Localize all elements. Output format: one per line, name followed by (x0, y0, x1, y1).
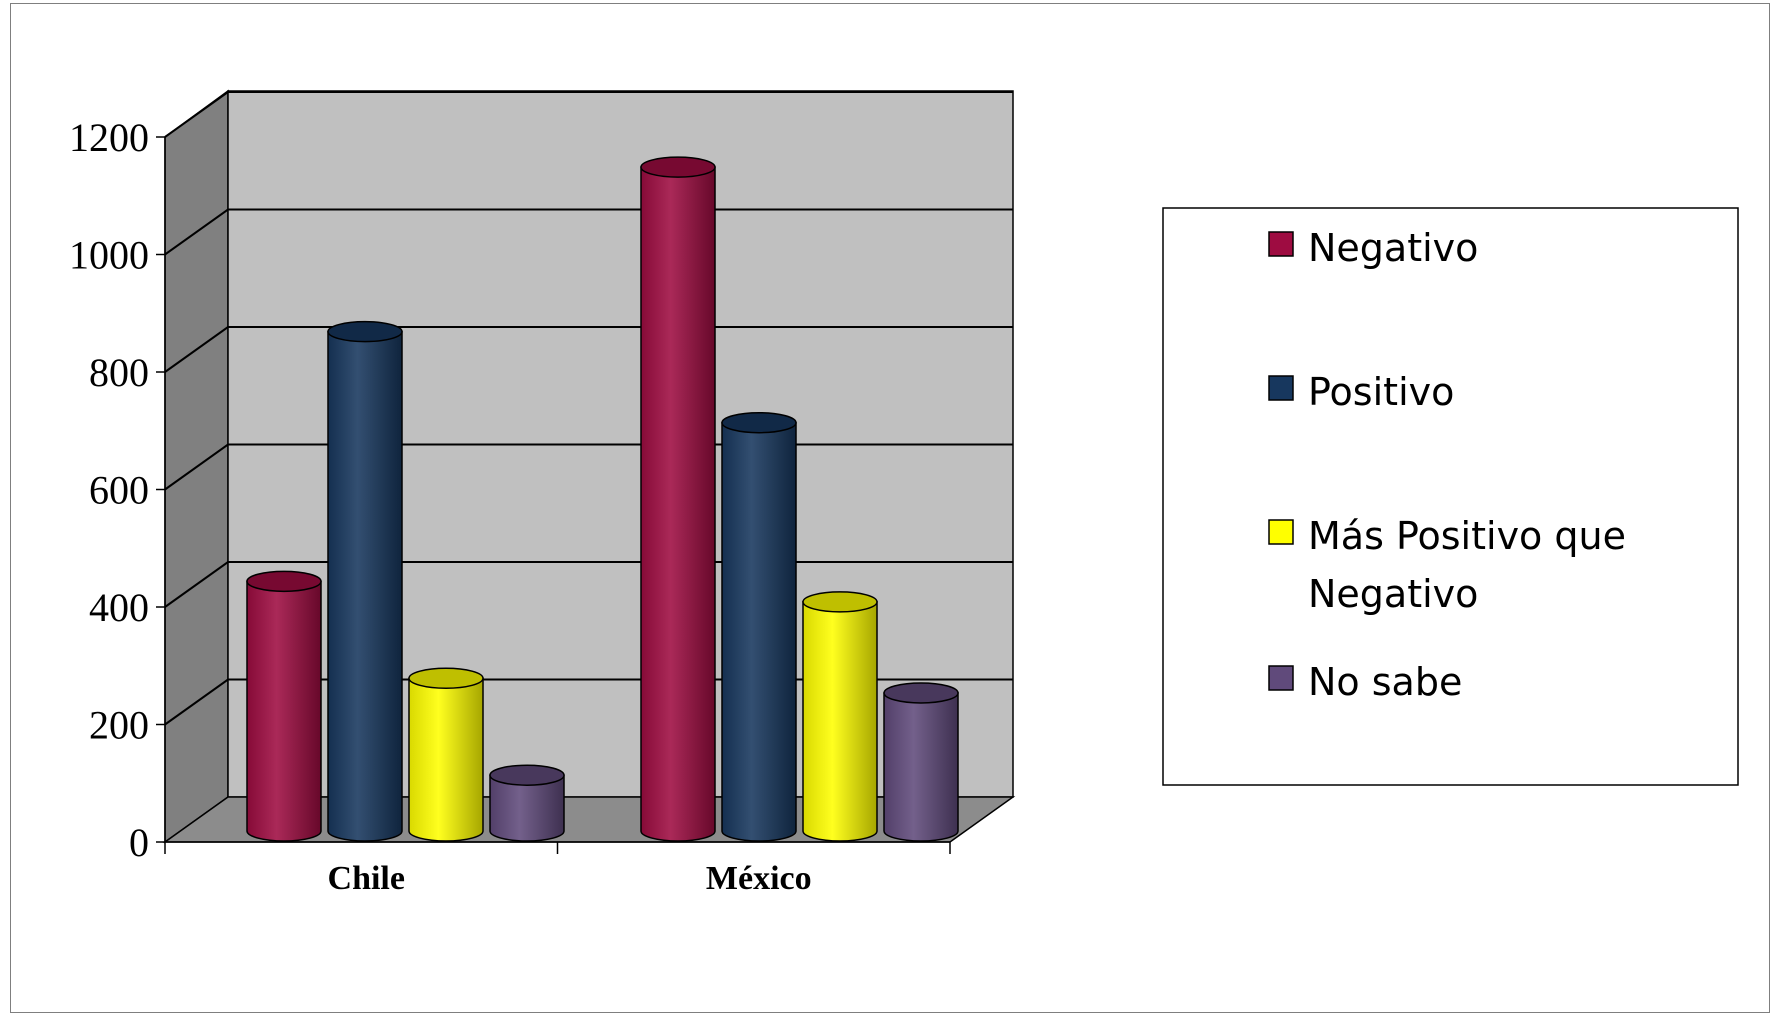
bar (640, 166, 716, 842)
gridline (164, 326, 1013, 373)
y-tick-label: 200 (89, 703, 149, 748)
x-category-label: México (706, 860, 812, 897)
legend-marker (1268, 665, 1294, 691)
legend-marker (1268, 375, 1294, 401)
bar-top (489, 764, 565, 786)
y-tick-label: 400 (89, 585, 149, 630)
y-axis: 0 200 400 600 800 1000 1200 (69, 115, 166, 865)
y-tick-label: 0 (129, 820, 149, 865)
bar-top (640, 156, 716, 178)
legend-label: No sabe (1308, 660, 1462, 704)
bar-top (408, 667, 484, 689)
bar-top (802, 591, 878, 613)
y-tick-label: 600 (89, 468, 149, 513)
bar-top (327, 320, 403, 343)
bar (246, 580, 322, 842)
gridline (164, 91, 1013, 138)
legend: Negativo Positivo Más Positivo que Negativo… (1162, 207, 1739, 786)
legend-label: Positivo (1308, 370, 1454, 414)
gridline (164, 208, 1013, 256)
bar (802, 601, 878, 842)
y-tick-label: 1200 (69, 115, 149, 160)
legend-box (1162, 207, 1739, 786)
bar (327, 330, 403, 842)
legend-marker (1268, 231, 1294, 257)
y-tick-label: 1000 (69, 233, 149, 278)
x-axis: Chile México (164, 841, 951, 897)
bar (408, 677, 484, 842)
bar (489, 774, 565, 842)
legend-marker (1268, 519, 1294, 545)
bar-top (883, 682, 959, 704)
bar (883, 692, 959, 842)
y-tick-label: 800 (89, 350, 149, 395)
bars (246, 156, 959, 842)
bar-top (721, 411, 797, 434)
bar-top (246, 570, 322, 593)
x-category-label: Chile (328, 860, 405, 897)
legend-label: Negativo (1308, 572, 1478, 616)
legend-label: Negativo (1308, 226, 1478, 270)
bar (721, 421, 797, 842)
legend-label: Más Positivo que (1308, 514, 1626, 558)
